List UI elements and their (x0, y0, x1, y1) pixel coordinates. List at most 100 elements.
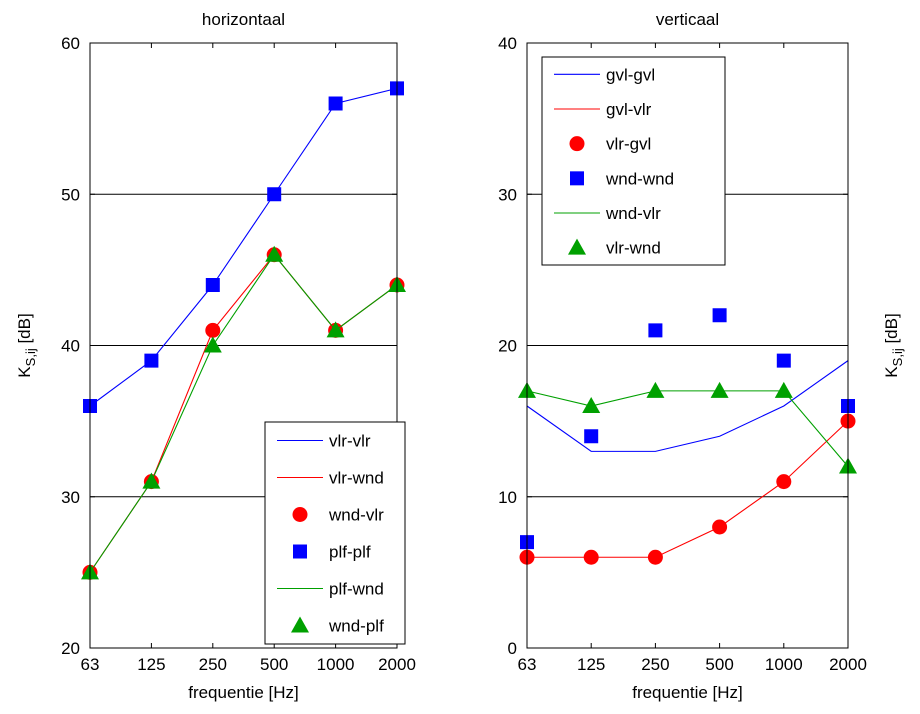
data-point-vlr-gvl (776, 474, 792, 490)
y-tick-label: 10 (498, 488, 517, 507)
data-point-vlr-wnd (582, 397, 601, 413)
legend-item-vlr-wnd: vlr-wnd (568, 238, 661, 258)
y-tick-label: 30 (498, 185, 517, 204)
data-point-wnd-vlr (205, 322, 221, 338)
data-point-vlr-gvl (712, 519, 728, 535)
legend-item-vlr-vlr: vlr-vlr (277, 432, 371, 451)
legend-label: gvl-vlr (606, 100, 652, 119)
y-tick-label: 20 (61, 639, 80, 658)
x-tick-label: 500 (260, 655, 288, 674)
legend-item-wnd-vlr: wnd-vlr (292, 506, 384, 525)
series-line-vlr-vlr (89, 87, 398, 407)
data-point-vlr-wnd (774, 381, 793, 398)
legend-item-plf-wnd: plf-wnd (277, 580, 384, 599)
legend-item-vlr-wnd: vlr-wnd (277, 469, 384, 488)
series-wnd-vlr (526, 390, 849, 467)
chart-panel-2: 0 10 20 30 40 63 125 250 500 1000 2000 verticaal fre… (498, 10, 905, 702)
y-tick-label: 60 (61, 34, 80, 53)
series-gvl-gvl (526, 360, 849, 452)
legend-label: vlr-wnd (606, 239, 661, 258)
legend-box (264, 421, 406, 645)
x-tick-label: 250 (641, 655, 669, 674)
series-line-plf-wnd (89, 253, 398, 573)
x-tick-label: 1000 (765, 655, 803, 674)
axes-box (89, 42, 398, 649)
y-axis-label: KS,ij [dB] (15, 313, 38, 377)
x-tick-label: 125 (577, 655, 605, 674)
legend-label: wnd-plf (328, 617, 384, 636)
legend-box (541, 56, 726, 266)
chart-title: verticaal (656, 10, 719, 29)
legend-item-wnd-plf: wnd-plf (291, 616, 384, 636)
legend-label: vlr-wnd (329, 469, 384, 488)
x-tick-label: 125 (137, 655, 165, 674)
series-line-wnd-vlr (526, 390, 849, 467)
series-line-gvl-gvl (526, 360, 849, 452)
legend-swatch (569, 136, 585, 152)
data-point-vlr-gvl (647, 549, 663, 565)
data-point-plf-plf (267, 187, 282, 202)
series-gvl-vlr (527, 420, 849, 558)
x-tick-label: 2000 (829, 655, 867, 674)
legend-label: plf-plf (329, 543, 371, 562)
data-point-plf-plf (205, 278, 220, 292)
data-point-wnd-wnd (776, 353, 791, 368)
data-point-wnd-plf (142, 472, 161, 489)
data-point-plf-plf (144, 353, 159, 368)
x-tick-label: 500 (705, 655, 733, 674)
data-point-wnd-plf (203, 336, 222, 353)
series-line-gvl-vlr (527, 420, 849, 558)
x-tick-label: 1000 (317, 655, 355, 674)
series-vlr-vlr (89, 87, 398, 407)
chart-panel-1: 20 30 40 50 60 63 125 250 500 1000 2000 horizontaal… (15, 10, 416, 702)
legend-item-vlr-gvl: vlr-gvl (569, 135, 651, 154)
legend-item-gvl-vlr: gvl-vlr (554, 100, 652, 119)
y-tick-label: 30 (61, 488, 80, 507)
legend-swatch (291, 616, 309, 633)
series-vlr-gvl (519, 413, 856, 565)
legend-label: vlr-vlr (329, 432, 371, 451)
y-tick-label: 40 (61, 337, 80, 356)
y-tick-label: 0 (508, 639, 517, 658)
chart-title: horizontaal (202, 10, 285, 29)
x-tick-label: 63 (81, 655, 100, 674)
axes-box (526, 42, 849, 649)
y-tick-label: 50 (61, 185, 80, 204)
x-tick-label: 250 (199, 655, 227, 674)
legend-label: vlr-gvl (606, 135, 651, 154)
data-point-vlr-wnd (646, 381, 665, 398)
data-point-wnd-wnd (648, 323, 663, 338)
y-tick-label: 40 (498, 34, 517, 53)
x-axis-label: frequentie [Hz] (632, 683, 743, 702)
legend-swatch (570, 171, 584, 186)
legend-item-plf-plf: plf-plf (293, 543, 371, 562)
series-plf-wnd (89, 253, 398, 573)
data-point-wnd-plf (265, 245, 284, 262)
y-tick-label: 20 (498, 337, 517, 356)
x-tick-label: 2000 (378, 655, 416, 674)
legend-label: plf-wnd (329, 580, 384, 599)
legend-label: wnd-vlr (605, 204, 661, 223)
legend: gvl-gvl gvl-vlr vlr-gvl wnd-wnd wnd-vlr vlr-w… (541, 56, 726, 266)
data-point-vlr-wnd (710, 381, 729, 398)
legend-swatch (292, 507, 308, 522)
data-point-vlr-gvl (583, 549, 599, 565)
y-axis-label: KS,ij [dB] (882, 313, 905, 377)
data-point-wnd-wnd (584, 429, 599, 444)
legend-item-wnd-wnd: wnd-wnd (570, 169, 674, 188)
x-tick-label: 63 (518, 655, 537, 674)
legend-swatch (293, 544, 307, 559)
legend: vlr-vlr vlr-wnd wnd-vlr plf-plf plf-wnd wnd-p… (264, 421, 406, 645)
legend-label: wnd-vlr (328, 506, 384, 525)
series-plf-plf (83, 81, 404, 413)
legend-label: wnd-wnd (605, 169, 674, 188)
legend-swatch (568, 238, 586, 255)
x-axis-label: frequentie [Hz] (188, 683, 299, 702)
legend-label: gvl-gvl (606, 65, 655, 84)
data-point-wnd-wnd (712, 308, 727, 323)
data-point-plf-plf (328, 96, 343, 111)
legend-item-wnd-vlr: wnd-vlr (554, 204, 661, 223)
legend-item-gvl-gvl: gvl-gvl (554, 65, 655, 84)
data-point-wnd-plf (326, 321, 345, 338)
